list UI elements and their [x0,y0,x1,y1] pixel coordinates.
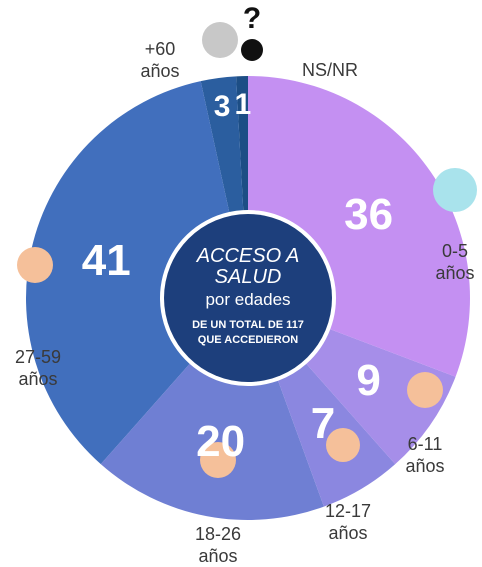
value-label: 20 [196,416,246,466]
icon-adult [17,247,53,283]
icon-senior [202,22,238,58]
icon-teen [326,428,360,462]
slice [200,76,244,213]
slice [100,363,324,520]
center-disc [164,214,332,382]
category-label: NS/NR [301,60,358,80]
category-label: +60 años [140,39,180,81]
slice [26,81,230,465]
slice [236,76,248,211]
category-label: 6-11 años [405,434,445,476]
icon-young [200,442,236,478]
slice [306,329,456,465]
center-annotation: DE UN TOTAL DE 117 QUE ACCEDIERON [192,319,304,346]
icon-question: ? [243,2,261,35]
value-label: 7 [310,398,336,448]
value-label: 3 [213,89,231,123]
value-label: 9 [356,356,381,406]
value-label: 36 [344,189,394,239]
category-label: 27-59 años [14,347,62,389]
slice [248,76,470,377]
center-subtitle: por edades [205,290,291,309]
icon-child [407,372,443,408]
icon-unknown [241,39,263,61]
decor: ? [17,2,477,478]
center-label: ACCESO A SALUD por edades DE UN TOTAL DE… [163,212,333,382]
value-label: 1 [234,87,252,121]
category-label: 18-26 años [194,524,242,566]
category-label: 12-17 años [324,501,372,543]
category-label: 0-5 años [435,241,475,283]
center-title: ACCESO A SALUD [196,245,300,288]
value-label: 41 [81,236,131,286]
icon-baby [433,168,477,212]
